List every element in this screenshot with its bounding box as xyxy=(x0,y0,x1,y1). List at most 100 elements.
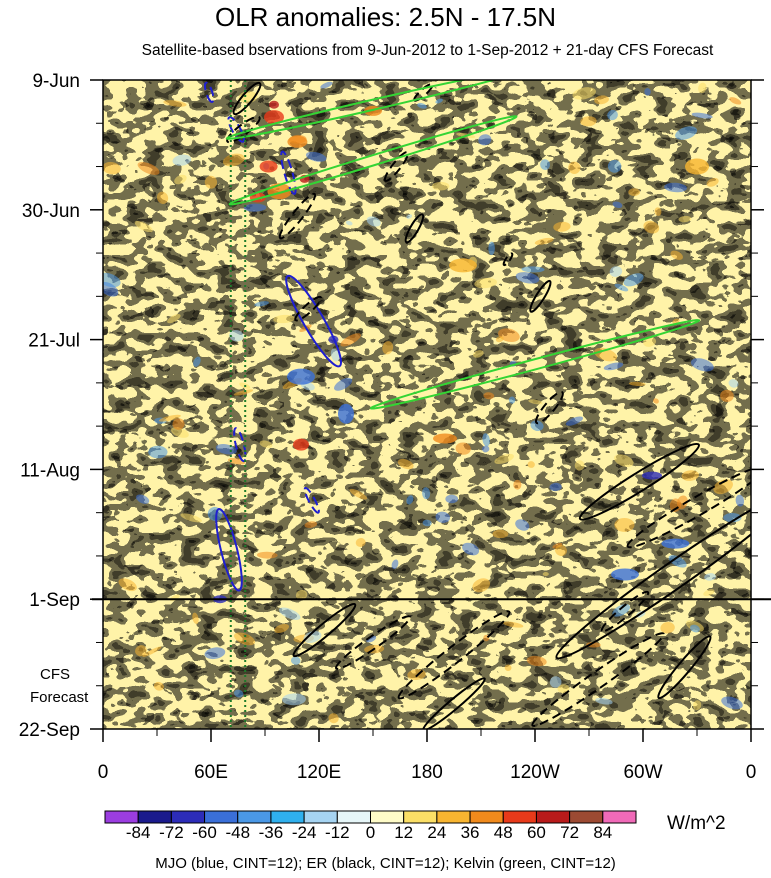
colorbar-swatch xyxy=(469,810,504,824)
olr-anomaly-core xyxy=(259,160,278,173)
olr-anomaly-patch xyxy=(504,664,512,671)
olr-anomaly-patch xyxy=(174,174,187,185)
olr-anomaly-patch xyxy=(542,572,549,577)
colorbar-swatch xyxy=(270,810,305,824)
olr-anomaly-patch xyxy=(193,356,201,367)
er-contour xyxy=(232,81,262,116)
mjo-contour xyxy=(227,116,246,143)
colorbar-tick-label: 48 xyxy=(494,823,513,842)
forecast-label: Forecast xyxy=(30,689,89,706)
olr-anomaly-core xyxy=(661,538,690,549)
er-contour xyxy=(531,632,665,727)
olr-anomaly-core xyxy=(287,368,315,385)
chart-title: OLR anomalies: 2.5N - 17.5N xyxy=(214,2,557,32)
colorbar-tick-label: 0 xyxy=(366,823,375,842)
olr-anomaly-patch xyxy=(171,427,189,438)
olr-anomaly-patch xyxy=(349,488,368,500)
olr-anomaly-patch xyxy=(334,377,353,391)
olr-anomaly-patch xyxy=(644,88,651,96)
olr-anomaly-patch xyxy=(134,220,153,233)
olr-anomaly-patch xyxy=(580,116,597,127)
colorbar-swatch xyxy=(237,810,272,824)
olr-anomaly-patch xyxy=(728,379,739,388)
olr-anomaly-patch xyxy=(574,460,585,471)
olr-anomaly-patch xyxy=(474,277,497,289)
olr-anomaly-patch xyxy=(521,266,545,273)
olr-anomaly-patch xyxy=(481,445,490,453)
x-tick-label: 60E xyxy=(194,762,228,783)
colorbar-tick-label: 72 xyxy=(560,823,579,842)
olr-anomaly-patch xyxy=(495,336,504,343)
olr-anomaly-patch xyxy=(670,250,683,260)
olr-anomaly-patch xyxy=(172,154,192,166)
olr-anomaly-patch xyxy=(515,519,530,531)
colorbar-swatch xyxy=(204,810,239,824)
olr-anomaly-patch xyxy=(167,313,181,324)
olr-anomaly-patch xyxy=(549,482,562,492)
olr-anomaly-patch xyxy=(204,647,226,660)
er-contour xyxy=(529,279,552,313)
er-contour xyxy=(226,115,261,144)
olr-anomaly-patch xyxy=(729,97,742,105)
olr-anomaly-patch xyxy=(233,632,256,646)
colorbar-swatch xyxy=(370,810,405,824)
olr-anomaly-patch xyxy=(565,416,583,426)
colorbar-tick-label: 60 xyxy=(527,823,546,842)
olr-anomaly-patch xyxy=(609,266,623,277)
olr-anomaly-patch xyxy=(492,529,509,539)
olr-anomaly-patch xyxy=(207,506,223,521)
olr-anomaly-patch xyxy=(256,551,278,559)
er-contour xyxy=(422,677,486,729)
olr-anomaly-patch xyxy=(305,151,327,162)
mjo-contour xyxy=(303,486,320,514)
colorbar-swatch xyxy=(170,810,206,824)
er-contour xyxy=(657,635,712,700)
olr-anomaly-patch xyxy=(704,573,716,581)
olr-anomaly-patch xyxy=(628,188,641,196)
y-tick-label: 9-Jun xyxy=(32,71,80,92)
olr-anomaly-patch xyxy=(557,684,570,693)
olr-anomaly-patch xyxy=(723,512,742,523)
colorbar-swatch xyxy=(104,810,139,824)
er-contour xyxy=(578,442,700,521)
olr-anomaly-patch xyxy=(534,237,554,245)
olr-anomaly-patch xyxy=(103,161,121,175)
olr-anomaly-patch xyxy=(676,495,688,510)
mjo-contour xyxy=(280,150,297,195)
y-tick-label: 11-Aug xyxy=(20,460,80,481)
er-contour xyxy=(534,390,564,425)
olr-anomaly-patch xyxy=(273,314,295,324)
colorbar-units: W/m^2 xyxy=(667,813,726,834)
er-contour xyxy=(502,252,514,267)
olr-anomaly-patch xyxy=(607,109,618,121)
olr-anomaly-patch xyxy=(528,399,543,405)
colorbar-swatch xyxy=(303,810,338,824)
olr-anomaly-patch xyxy=(435,98,443,104)
y-tick-label: 22-Sep xyxy=(19,720,80,741)
olr-anomaly-patch xyxy=(482,433,490,447)
olr-anomaly-patch xyxy=(229,330,244,342)
x-tick-label: 0 xyxy=(746,762,757,783)
olr-anomaly-patch xyxy=(706,177,719,187)
er-contour xyxy=(555,489,751,660)
er-contour xyxy=(404,213,425,244)
olr-anomaly-patch xyxy=(163,100,187,107)
olr-anomaly-patch xyxy=(382,341,394,355)
olr-anomaly-patch xyxy=(703,589,715,597)
olr-anomaly-patch xyxy=(304,521,318,528)
olr-anomaly-patch xyxy=(721,696,743,710)
olr-anomaly-patch xyxy=(295,589,308,601)
olr-anomaly-patch xyxy=(431,181,450,191)
olr-anomaly-patch xyxy=(259,440,273,448)
colorbar-tick-label: -24 xyxy=(292,823,317,842)
olr-anomaly-patch xyxy=(628,381,646,387)
olr-anomaly-patch xyxy=(572,87,596,100)
olr-anomaly-patch xyxy=(290,656,301,665)
olr-anomaly-patch xyxy=(340,333,361,347)
olr-anomaly-patch xyxy=(612,201,623,209)
olr-anomaly-patch xyxy=(180,513,202,523)
olr-anomaly-patch xyxy=(494,453,514,464)
olr-anomaly-patch xyxy=(664,182,687,193)
olr-anomaly-patch xyxy=(675,126,698,140)
x-tick-label: 120W xyxy=(510,762,560,783)
